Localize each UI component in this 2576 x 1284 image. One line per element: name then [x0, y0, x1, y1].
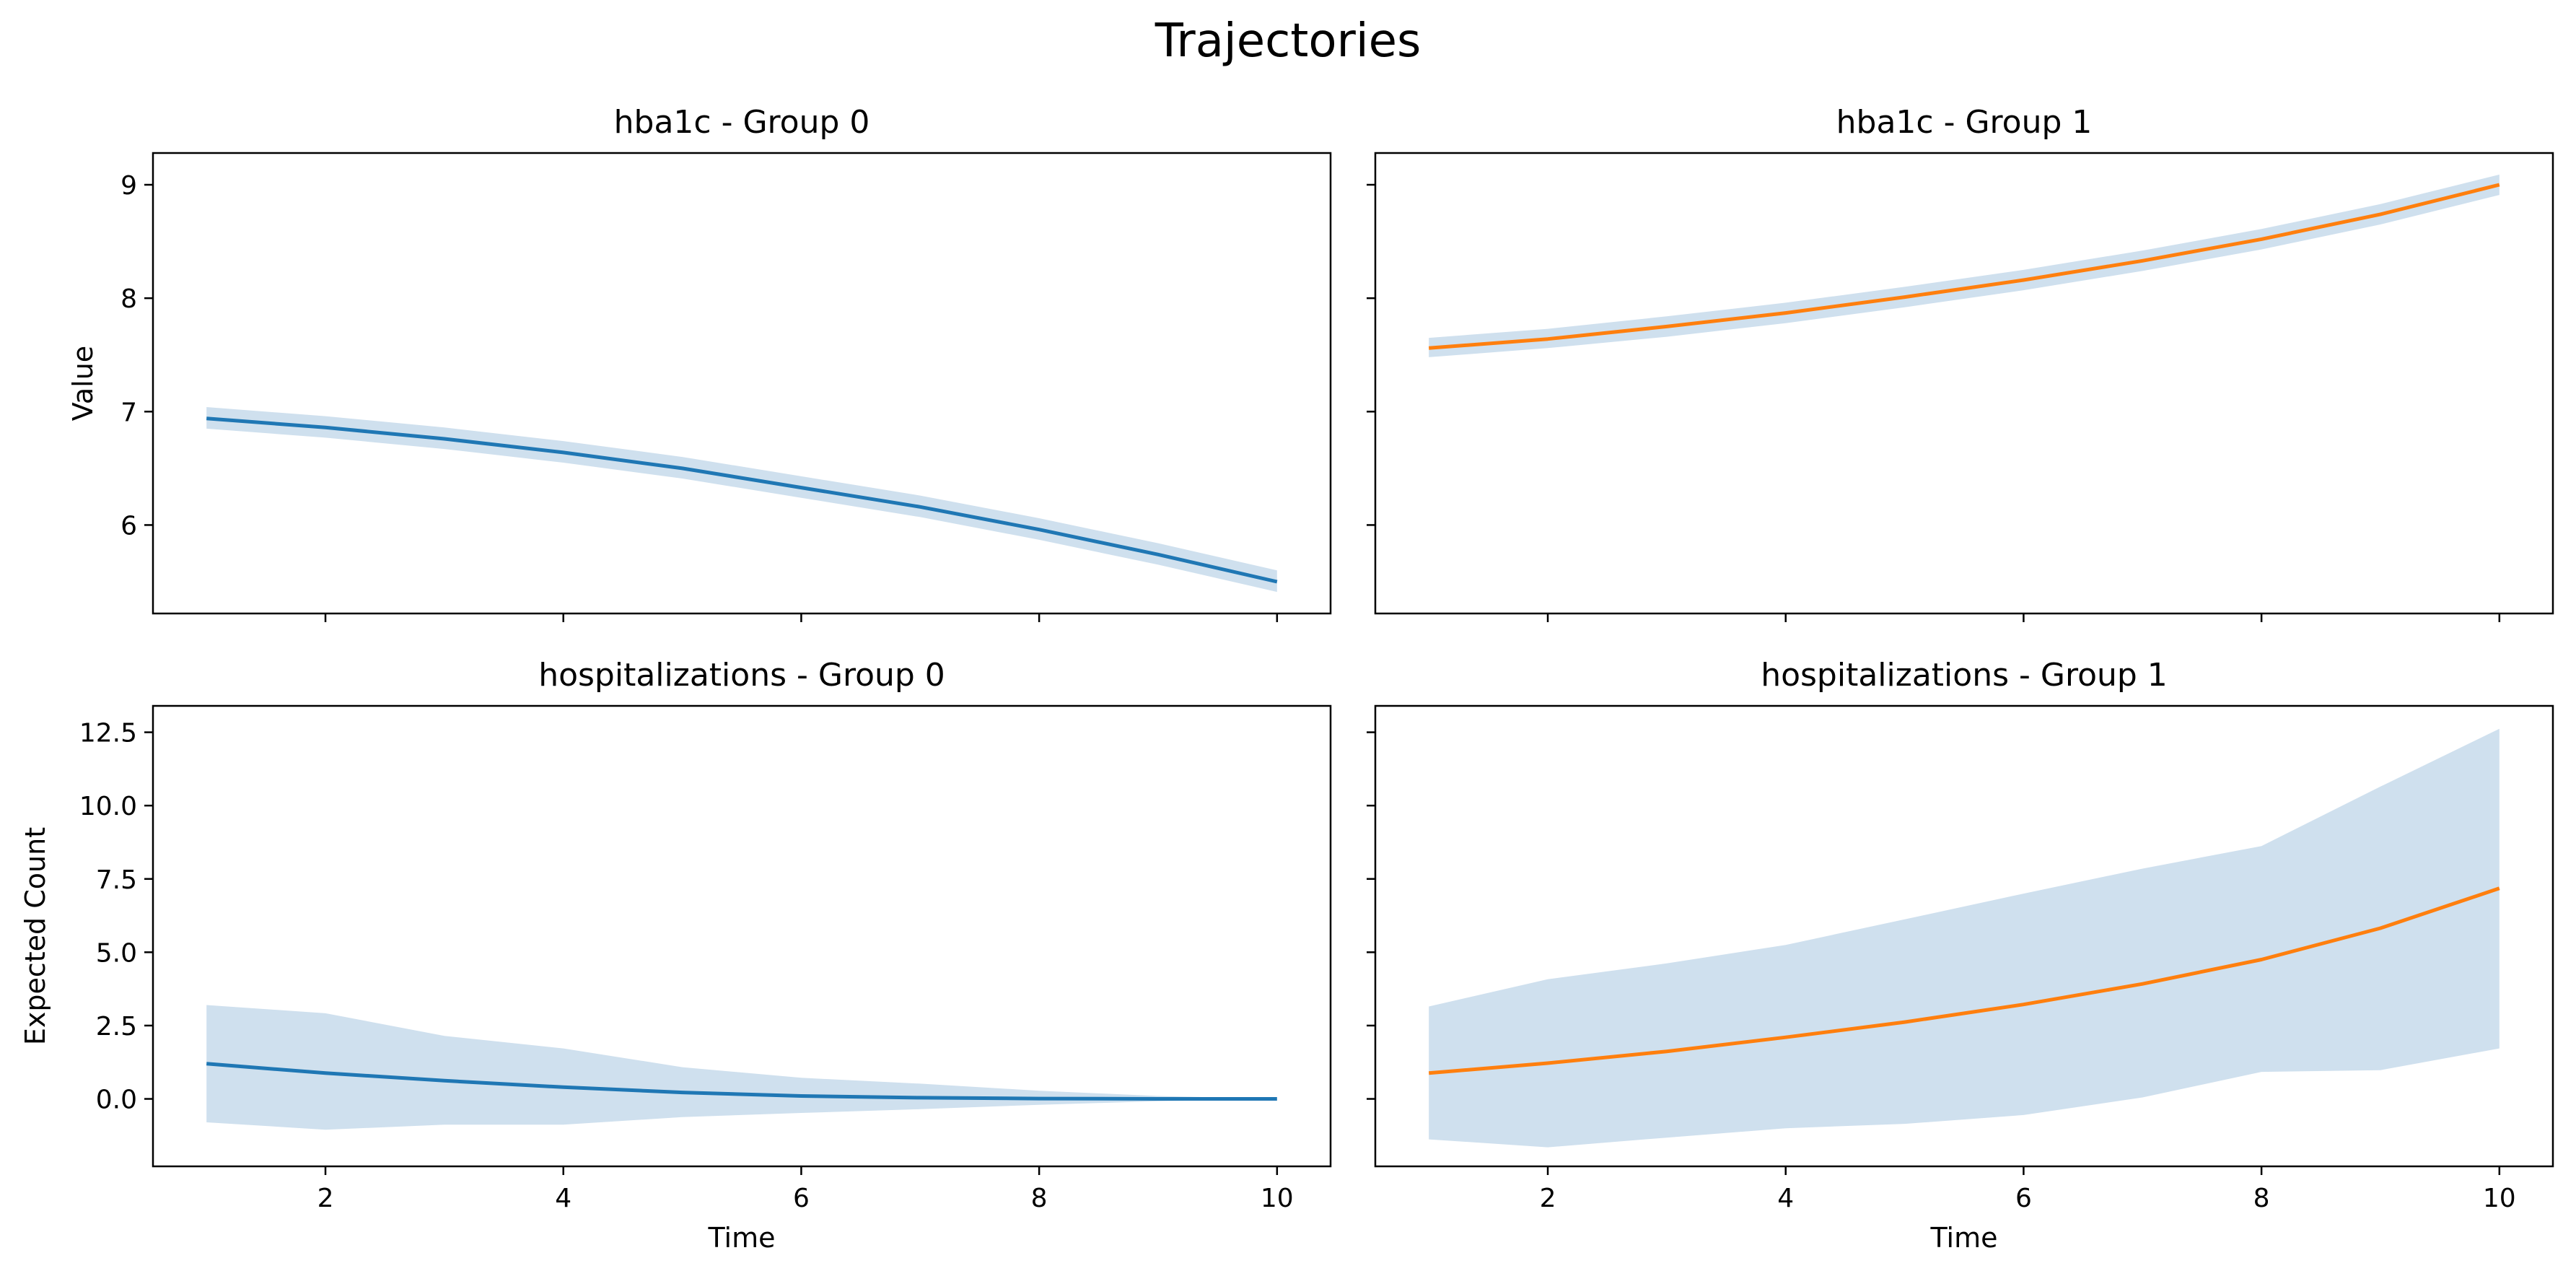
x-tick-label: 8	[1031, 1184, 1048, 1213]
series-line	[206, 1062, 1277, 1101]
confidence-band	[1429, 174, 2500, 357]
y-tick-label: 7.5	[96, 865, 137, 895]
x-tick-label: 6	[793, 1184, 810, 1213]
x-tick-label: 6	[2015, 1184, 2032, 1213]
plot-frame	[1374, 152, 2554, 615]
x-axis-label: Time	[1930, 1222, 1998, 1254]
y-tick-label: 7	[121, 398, 137, 427]
panel-title: hba1c - Group 1	[1836, 104, 2093, 141]
series-line	[206, 416, 1278, 584]
chart-panel-1: 6 7 8 9 hba1c - Group 0 Value	[67, 104, 1332, 622]
y-tick-label: 2.5	[96, 1012, 137, 1041]
chart-panel-3: 2 4 6 8 10 0.0 2.5 5.0 7.5 10.0 12.5 hospitalizatio…	[19, 657, 1332, 1254]
y-tick-label: 5.0	[96, 938, 137, 968]
chart-panels: 6 7 8 9 hba1c - Group 0 Value hba1c - Group 1 2…	[19, 104, 2554, 1254]
chart-panel-2: hba1c - Group 1	[1367, 104, 2554, 622]
x-tick-label: 4	[1777, 1184, 1794, 1213]
plot-frame	[1374, 704, 2554, 1168]
y-tick-label: 8	[121, 284, 137, 314]
y-tick-label: 9	[121, 171, 137, 201]
x-tick-label: 10	[1261, 1184, 1294, 1213]
panel-title: hba1c - Group 0	[614, 104, 870, 141]
y-tick-label: 10.0	[79, 792, 137, 821]
x-axis-label: Time	[708, 1222, 776, 1254]
x-tick-label: 10	[2483, 1184, 2516, 1213]
series-line	[1428, 886, 2500, 1075]
figure-title: Trajectories	[1155, 14, 1421, 68]
series-line	[1429, 183, 2500, 350]
plot-frame	[152, 704, 1332, 1168]
panel-title: hospitalizations - Group 1	[1761, 657, 2168, 694]
x-tick-label: 2	[1540, 1184, 1556, 1213]
plot-frame	[152, 152, 1332, 615]
chart-panel-4: 2 4 6 8 10 hospitalizations - Group 1 Time	[1367, 657, 2554, 1254]
x-tick-label: 4	[555, 1184, 571, 1213]
y-tick-label: 6	[121, 511, 137, 541]
y-tick-label: 12.5	[79, 719, 137, 748]
y-axis-label: Expected Count	[19, 827, 51, 1045]
y-axis-label: Value	[67, 346, 99, 421]
confidence-band	[206, 1005, 1277, 1130]
confidence-band	[206, 407, 1277, 593]
x-tick-label: 8	[2253, 1184, 2270, 1213]
panel-title: hospitalizations - Group 0	[538, 657, 945, 694]
confidence-band	[1429, 728, 2500, 1148]
x-tick-label: 2	[317, 1184, 334, 1213]
y-tick-label: 0.0	[96, 1086, 137, 1115]
